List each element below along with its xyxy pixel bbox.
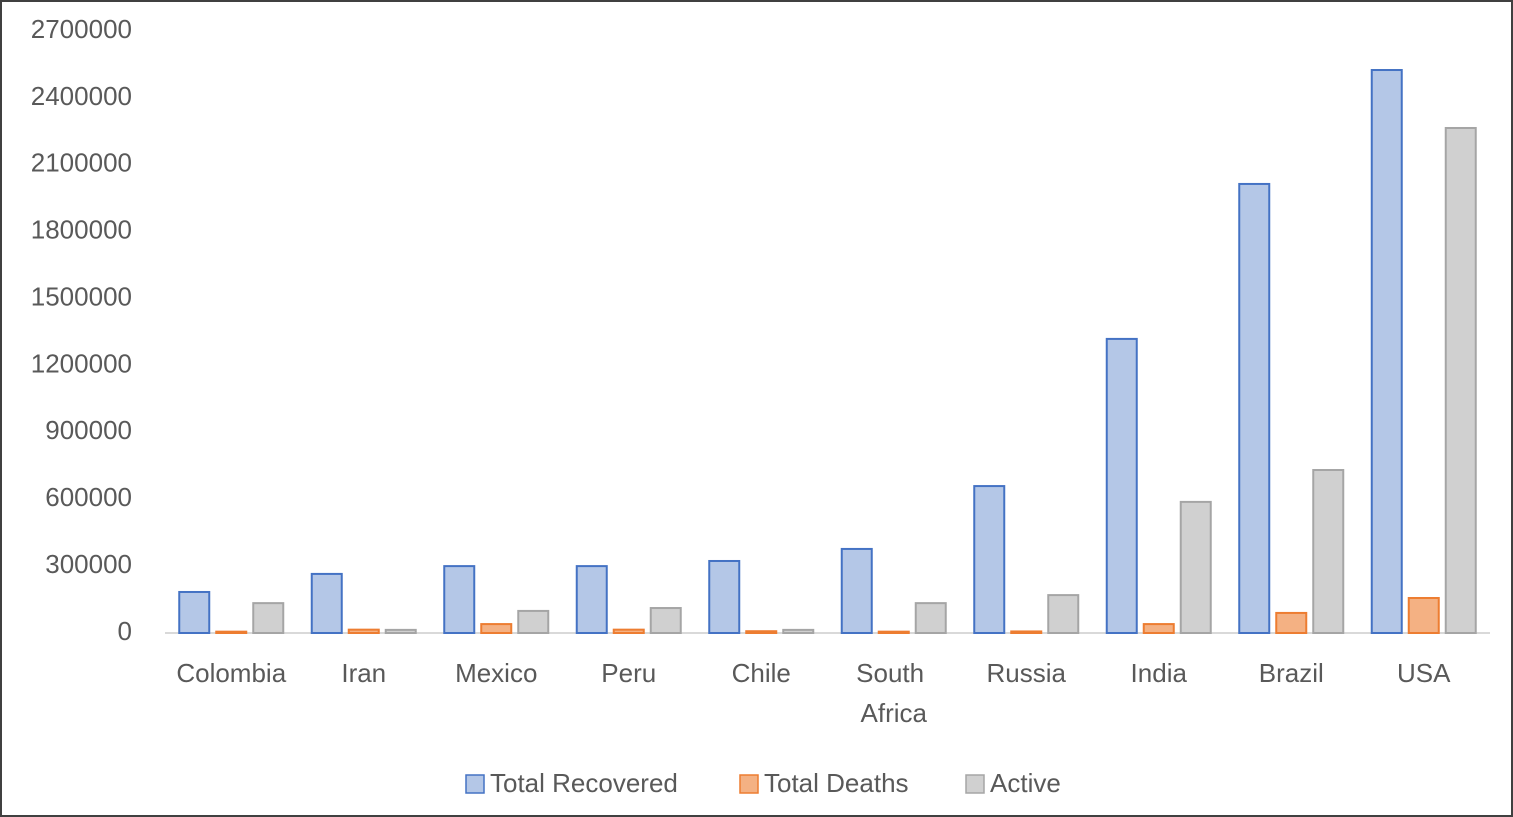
- bar: [480, 623, 513, 634]
- bar: [708, 559, 741, 635]
- y-tick-label: 1500000: [31, 281, 132, 311]
- x-tick-label: Colombia: [176, 658, 286, 688]
- y-tick-label: 0: [118, 616, 132, 646]
- legend-swatch: [739, 774, 759, 794]
- x-tick-label: Iran: [341, 658, 386, 688]
- legend-label: Total Recovered: [490, 768, 678, 798]
- bar: [877, 630, 910, 635]
- legend-swatch: [965, 774, 985, 794]
- x-tick-label: Chile: [732, 658, 791, 688]
- x-tick-label: USA: [1397, 658, 1451, 688]
- x-tick-label: Peru: [601, 658, 656, 688]
- x-tick-label: Brazil: [1259, 658, 1324, 688]
- bar: [1407, 596, 1440, 634]
- y-tick-label: 2700000: [31, 14, 132, 44]
- bar: [1010, 630, 1043, 635]
- x-tick-label-line: Africa: [861, 698, 928, 728]
- bar: [914, 602, 947, 635]
- bar: [612, 628, 645, 635]
- bar: [252, 602, 285, 635]
- bar: [1444, 126, 1477, 634]
- bar: [310, 572, 343, 634]
- bar: [178, 590, 211, 634]
- y-tick-label: 2100000: [31, 148, 132, 178]
- bar: [347, 628, 380, 635]
- bar: [973, 485, 1006, 634]
- x-tick-label-line: South: [856, 658, 931, 688]
- bar: [1105, 337, 1138, 634]
- y-tick-label: 1800000: [31, 215, 132, 245]
- bar: [782, 628, 815, 635]
- bar: [1179, 500, 1212, 634]
- bar: [215, 630, 248, 635]
- x-tick-label: South Africa: [856, 658, 931, 728]
- x-tick-label: Mexico: [455, 658, 537, 688]
- bar: [384, 628, 417, 635]
- x-tick-label: Russia: [987, 658, 1067, 688]
- bar: [1275, 611, 1308, 635]
- legend-label: Active: [990, 768, 1061, 798]
- y-tick-label: 300000: [45, 549, 132, 579]
- bar: [1312, 469, 1345, 634]
- bar: [840, 547, 873, 635]
- x-tick-label: India: [1131, 658, 1188, 688]
- bar: [443, 565, 476, 634]
- y-tick-label: 1200000: [31, 348, 132, 378]
- legend-label: Total Deaths: [764, 768, 909, 798]
- bar: [517, 609, 550, 635]
- y-tick-label: 900000: [45, 415, 132, 445]
- bar: [1142, 623, 1175, 634]
- bar: [1370, 69, 1403, 635]
- y-tick-label: 600000: [45, 482, 132, 512]
- y-tick-label: 2400000: [31, 81, 132, 111]
- legend-swatch: [465, 774, 485, 794]
- bar: [745, 630, 778, 635]
- bar: [575, 565, 608, 634]
- bar: [1047, 594, 1080, 635]
- bar: [1238, 182, 1271, 634]
- bar: [649, 607, 682, 634]
